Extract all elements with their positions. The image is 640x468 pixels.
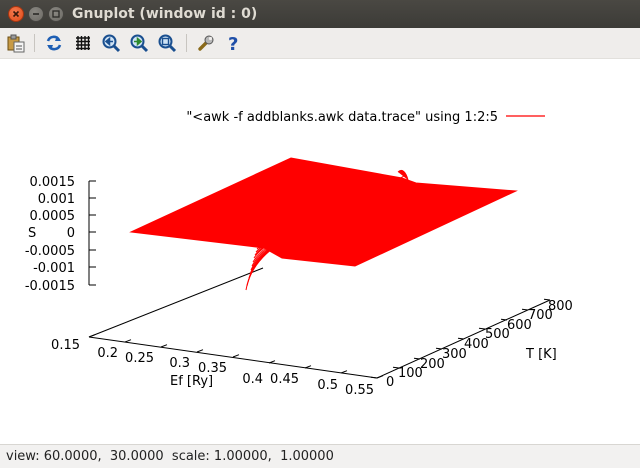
maximize-window-button[interactable]	[48, 6, 64, 22]
zoom-next-button[interactable]	[129, 33, 149, 53]
y-tick-label: 100	[398, 366, 423, 381]
y-tick-label: 0	[386, 375, 394, 390]
x-tick-label: 0.5	[317, 378, 338, 393]
surface-spike-lines	[245, 175, 405, 291]
x-axis-ticks	[88, 334, 384, 379]
help-button[interactable]: ?	[224, 33, 244, 55]
close-icon	[12, 10, 20, 18]
x-tick-label: 0.15	[51, 338, 80, 353]
legend-label: "<awk -f addblanks.awk data.trace" using…	[186, 110, 498, 125]
surface-plot	[129, 157, 518, 291]
copy-clipboard-icon	[7, 34, 25, 53]
back-base-line	[88, 267, 264, 338]
z-axis-label: S	[28, 226, 36, 241]
maximize-icon	[52, 10, 60, 18]
replot-button[interactable]	[44, 33, 64, 53]
toolbar: ?	[0, 28, 640, 59]
y-tick-label: 700	[528, 308, 553, 323]
status-bar: view: 60.0000, 30.0000 scale: 1.00000, 1…	[0, 444, 640, 468]
settings-icon	[198, 35, 214, 51]
close-window-button[interactable]	[8, 6, 24, 22]
y-tick-label: 300	[442, 347, 467, 362]
grid-button[interactable]	[73, 33, 93, 53]
x-tick-label: 0.4	[242, 372, 263, 387]
window-title: Gnuplot (window id : 0)	[72, 6, 258, 22]
y-tick-label: 400	[464, 337, 489, 352]
zoom-previous-button[interactable]	[101, 33, 121, 53]
copy-clipboard-button[interactable]	[6, 33, 26, 53]
y-axis-label: T [K]	[525, 347, 557, 362]
x-tick-label: 0.3	[169, 356, 190, 371]
title-bar[interactable]: Gnuplot (window id : 0)	[0, 0, 640, 28]
minimize-icon	[33, 13, 39, 15]
minimize-window-button[interactable]	[28, 6, 44, 22]
surface-sheet	[129, 157, 518, 267]
x-axis-label: Ef [Ry]	[170, 374, 213, 389]
z-axis-ticks	[89, 180, 96, 286]
z-tick-label: 0.001	[38, 192, 75, 207]
z-tick-label: -0.0015	[25, 279, 75, 294]
toolbar-separator	[186, 34, 187, 52]
x-axis-line	[88, 336, 378, 379]
autoscale-button[interactable]	[157, 33, 177, 53]
zoom-previous-icon	[102, 34, 121, 53]
x-tick-label: 0.35	[198, 361, 227, 376]
y-tick-label: 800	[548, 299, 573, 314]
toolbar-separator	[34, 34, 35, 52]
y-tick-label: 200	[420, 357, 445, 372]
help-icon: ?	[228, 34, 238, 55]
z-tick-label: 0.0015	[30, 175, 76, 190]
z-tick-label: -0.0005	[25, 244, 75, 259]
z-tick-label: -0.001	[33, 261, 75, 276]
y-tick-label: 600	[507, 318, 532, 333]
settings-button[interactable]	[196, 33, 216, 53]
y-axis-ticks	[370, 298, 551, 379]
z-tick-label: 0	[67, 226, 75, 241]
x-tick-label: 0.55	[345, 383, 374, 398]
x-tick-label: 0.2	[97, 346, 118, 361]
plot-canvas[interactable]: "<awk -f addblanks.awk data.trace" using…	[0, 58, 640, 444]
status-text: view: 60.0000, 30.0000 scale: 1.00000, 1…	[6, 449, 334, 464]
surface-ridge-peak	[397, 169, 409, 181]
z-tick-label: 0.0005	[30, 209, 76, 224]
x-tick-label: 0.25	[125, 351, 154, 366]
autoscale-icon	[158, 34, 177, 53]
x-tick-label: 0.45	[270, 372, 299, 387]
y-tick-label: 500	[485, 327, 510, 342]
grid-icon	[76, 36, 90, 50]
zoom-next-icon	[130, 34, 149, 53]
replot-icon	[46, 35, 62, 51]
svg-text:?: ?	[228, 34, 238, 53]
